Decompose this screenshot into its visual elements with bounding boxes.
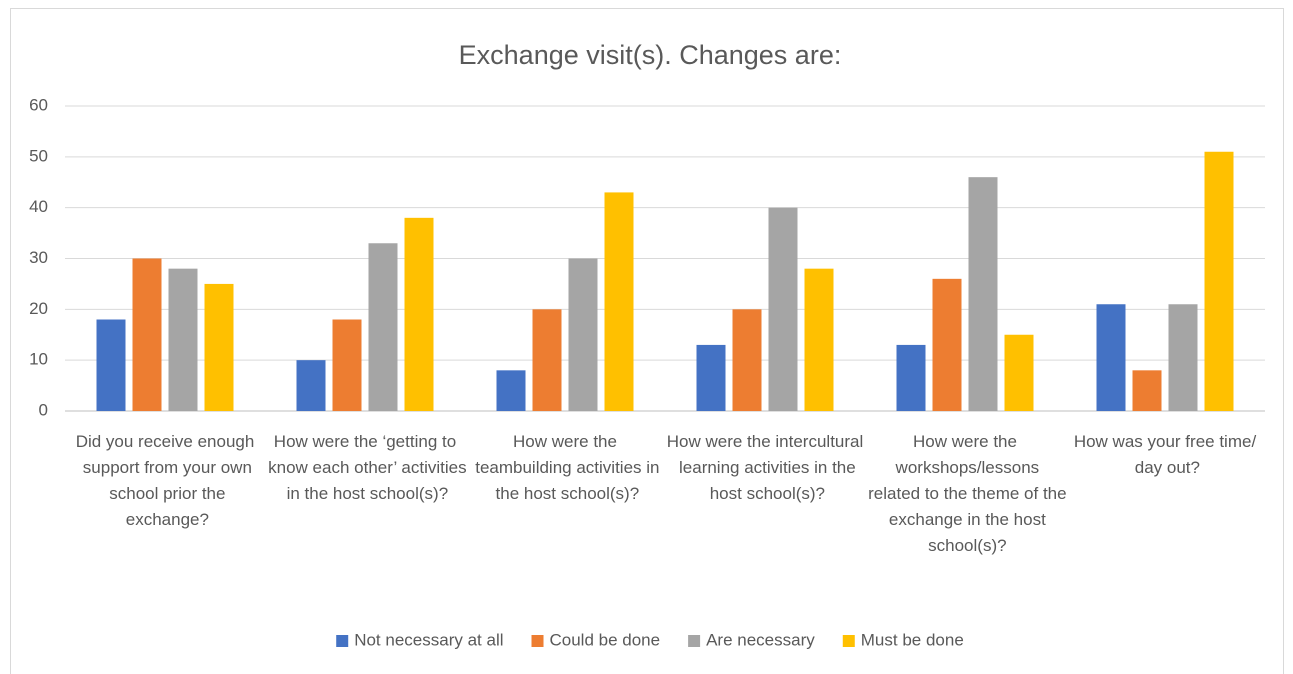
x-tick-label: How was your free time/ day out?: [1074, 432, 1257, 477]
y-tick-label: 30: [29, 248, 48, 267]
bar: [968, 177, 998, 411]
y-tick-label: 0: [39, 400, 48, 419]
bar: [896, 344, 926, 411]
bar: [1096, 304, 1126, 411]
bar: [1132, 370, 1162, 411]
legend-label: Not necessary at all: [354, 630, 503, 649]
bar: [768, 207, 798, 411]
x-tick-label: How were the teambuilding activities in …: [471, 432, 660, 503]
bar: [168, 268, 198, 411]
bar: [1168, 304, 1198, 411]
x-tick-label: How were the intercultural learning acti…: [667, 432, 864, 503]
legend-label: Could be done: [550, 630, 661, 649]
y-tick-label: 10: [29, 350, 48, 369]
legend-swatch: [688, 635, 701, 647]
y-tick-label: 20: [29, 299, 48, 318]
bar: [204, 283, 234, 411]
bar: [804, 268, 834, 411]
bar: [1004, 334, 1034, 411]
x-tick-label: How were the ‘getting to know each other…: [263, 432, 466, 503]
bar: [404, 217, 434, 411]
legend-swatch: [531, 635, 544, 647]
bar: [368, 243, 398, 411]
legend-swatch: [336, 635, 349, 647]
bar: [532, 309, 562, 411]
bar: [568, 258, 598, 411]
chart-border: [10, 8, 1284, 674]
bar: [1204, 151, 1234, 411]
bar: [604, 192, 634, 411]
bar: [696, 344, 726, 411]
bar: [332, 319, 362, 411]
legend-swatch: [842, 635, 855, 647]
x-tick-label: How were the workshops/lessons related t…: [863, 432, 1066, 555]
bar: [132, 258, 162, 411]
bar: [732, 309, 762, 411]
chart-title: Exchange visit(s). Changes are:: [459, 40, 842, 70]
y-tick-label: 40: [29, 197, 48, 216]
bar: [296, 360, 326, 411]
legend-label: Must be done: [861, 630, 964, 649]
bar: [932, 278, 962, 411]
legend-label: Are necessary: [706, 630, 815, 649]
x-tick-label: Did you receive enough support from your…: [76, 432, 255, 529]
y-tick-label: 60: [29, 95, 48, 114]
bar: [496, 370, 526, 411]
y-tick-label: 50: [29, 146, 48, 165]
bar: [96, 319, 126, 411]
